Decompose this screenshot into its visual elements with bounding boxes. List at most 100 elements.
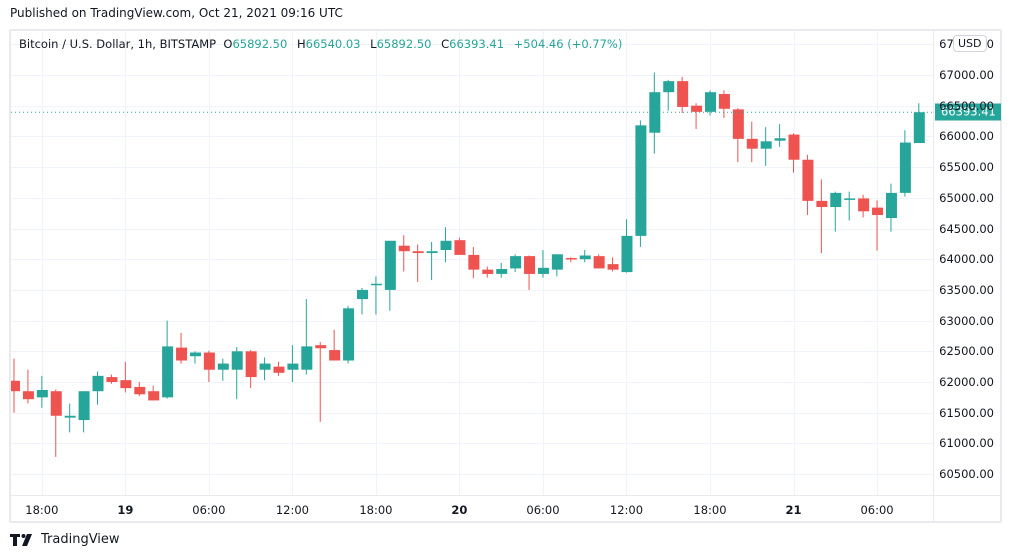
time-tick-label: 18:00 bbox=[359, 503, 393, 517]
candle bbox=[830, 191, 842, 232]
ohlc-legend: Bitcoin / U.S. Dollar, 1h, BITSTAMP O658… bbox=[19, 37, 622, 51]
candlestick-chart bbox=[11, 31, 933, 495]
candle bbox=[329, 329, 341, 361]
price-tick-label: 65500.00 bbox=[939, 160, 994, 175]
price-tick-label: 61500.00 bbox=[939, 405, 994, 420]
candle bbox=[106, 374, 118, 384]
candle bbox=[551, 254, 563, 277]
price-tick-label: 66500.00 bbox=[939, 98, 994, 113]
candle bbox=[579, 249, 591, 263]
candle bbox=[746, 121, 758, 163]
candle bbox=[802, 154, 814, 215]
candle bbox=[913, 103, 925, 144]
candle bbox=[78, 391, 90, 433]
candle bbox=[524, 255, 536, 290]
candle bbox=[301, 299, 313, 375]
candle bbox=[691, 103, 703, 130]
price-tick-label: 60500.00 bbox=[939, 467, 994, 482]
candle bbox=[454, 237, 466, 255]
price-tick-label: 64500.00 bbox=[939, 221, 994, 236]
candle bbox=[885, 183, 897, 232]
candle bbox=[677, 76, 689, 114]
published-caption: Published on TradingView.com, Oct 21, 20… bbox=[10, 6, 343, 20]
candle bbox=[788, 133, 800, 173]
currency-button[interactable]: USD bbox=[953, 35, 987, 52]
candle bbox=[482, 266, 494, 278]
legend-low-value: 65892.50 bbox=[376, 37, 432, 51]
candle bbox=[134, 382, 146, 397]
candle bbox=[189, 351, 201, 364]
price-tick-label: 61000.00 bbox=[939, 436, 994, 451]
candle bbox=[510, 254, 522, 273]
time-tick-label: 06:00 bbox=[860, 503, 894, 517]
tradingview-footer: TradingView bbox=[10, 532, 120, 547]
candle bbox=[844, 191, 856, 221]
legend-open-label: O bbox=[223, 37, 233, 51]
chart-plot-area[interactable]: Bitcoin / U.S. Dollar, 1h, BITSTAMP O658… bbox=[11, 31, 933, 495]
tradingview-logo-icon bbox=[10, 533, 32, 546]
candle bbox=[872, 200, 884, 251]
candle bbox=[287, 345, 299, 382]
price-tick-label: 62000.00 bbox=[939, 375, 994, 389]
time-tick-label: 06:00 bbox=[192, 503, 226, 517]
price-tick-label: 63000.00 bbox=[939, 313, 994, 328]
candle bbox=[426, 242, 438, 281]
candle bbox=[774, 124, 786, 147]
candle bbox=[11, 358, 20, 413]
time-axis[interactable]: 18:00 19 06:00 12:00 18:00 20 06:00 12:00 18:00 2… bbox=[11, 495, 933, 523]
candle bbox=[412, 244, 424, 282]
price-tick-label: 67000.00 bbox=[939, 68, 994, 82]
legend-change: +504.46 (+0.77%) bbox=[513, 37, 623, 51]
candle bbox=[635, 120, 647, 247]
candle bbox=[858, 194, 870, 218]
footer-brand: TradingView bbox=[41, 532, 120, 547]
price-tick-label: 63500.00 bbox=[939, 282, 994, 297]
time-tick-label: 12:00 bbox=[275, 503, 309, 517]
price-axis[interactable]: USD 66393.41 67500.0067000.0066500.00660… bbox=[933, 31, 1002, 495]
price-tick-label: 62500.00 bbox=[939, 344, 994, 359]
candle bbox=[398, 235, 410, 272]
candle bbox=[162, 320, 174, 399]
time-tick-label: 21 bbox=[785, 503, 802, 517]
candle bbox=[231, 347, 243, 400]
candle bbox=[607, 257, 619, 272]
candle bbox=[217, 358, 229, 381]
price-tick-label: 64000.00 bbox=[939, 252, 994, 267]
candle bbox=[36, 375, 48, 408]
candle bbox=[537, 249, 549, 278]
candle bbox=[92, 371, 104, 405]
candle bbox=[370, 276, 382, 315]
candle bbox=[64, 403, 76, 433]
candle bbox=[496, 262, 508, 278]
time-tick-label: 19 bbox=[117, 503, 134, 517]
candle bbox=[718, 90, 730, 118]
candle bbox=[50, 389, 62, 457]
candle bbox=[273, 361, 285, 376]
legend-high-value: 66540.03 bbox=[305, 37, 361, 51]
axis-corner bbox=[933, 495, 1002, 523]
time-tick-label: 18:00 bbox=[25, 503, 59, 517]
time-tick-label: 06:00 bbox=[526, 503, 560, 517]
legend-high-label: H bbox=[296, 37, 306, 51]
candle bbox=[621, 219, 633, 273]
candle bbox=[176, 332, 188, 364]
candle bbox=[705, 90, 716, 116]
candle bbox=[120, 361, 132, 393]
candle bbox=[649, 72, 661, 154]
chart-frame: Bitcoin / U.S. Dollar, 1h, BITSTAMP O658… bbox=[9, 29, 1002, 523]
candle bbox=[440, 227, 452, 263]
candle bbox=[593, 254, 605, 269]
candle bbox=[357, 288, 368, 315]
legend-close-label: C bbox=[441, 37, 450, 51]
legend-symbol: Bitcoin / U.S. Dollar, 1h, BITSTAMP bbox=[19, 37, 217, 51]
time-tick-label: 12:00 bbox=[609, 503, 644, 517]
candle bbox=[732, 108, 744, 163]
candle bbox=[816, 179, 828, 254]
time-tick-label: 20 bbox=[451, 503, 468, 517]
candle bbox=[148, 385, 160, 401]
candle bbox=[760, 127, 772, 166]
time-tick-label: 18:00 bbox=[693, 503, 727, 517]
legend-open-value: 65892.50 bbox=[232, 37, 288, 51]
candle bbox=[315, 342, 327, 422]
candle bbox=[899, 130, 911, 197]
